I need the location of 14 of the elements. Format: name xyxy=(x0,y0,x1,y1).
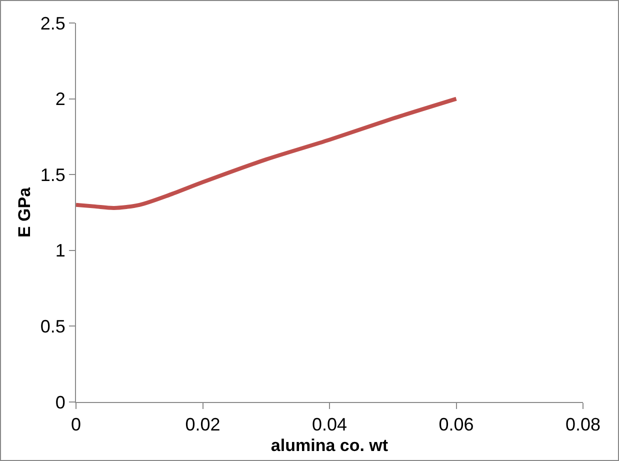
y-tick-label: 2.5 xyxy=(40,13,66,34)
y-tick-label: 0.5 xyxy=(40,316,66,336)
y-tick-label: 0 xyxy=(55,392,66,412)
y-tick-label: 1 xyxy=(55,240,66,261)
x-axis-title: alumina co. wt xyxy=(270,436,388,455)
x-tick-label: 0.08 xyxy=(565,414,601,435)
x-tick-label: 0.02 xyxy=(185,414,220,435)
x-tick-label: 0.04 xyxy=(312,414,348,435)
y-axis-title: E GPa xyxy=(14,186,34,238)
line-series xyxy=(76,96,458,210)
y-tick-label: 1.5 xyxy=(40,164,66,185)
y-tick-label: 2 xyxy=(55,89,66,110)
x-tick-label: 0 xyxy=(70,414,82,435)
x-tick-label: 0.06 xyxy=(438,414,474,435)
